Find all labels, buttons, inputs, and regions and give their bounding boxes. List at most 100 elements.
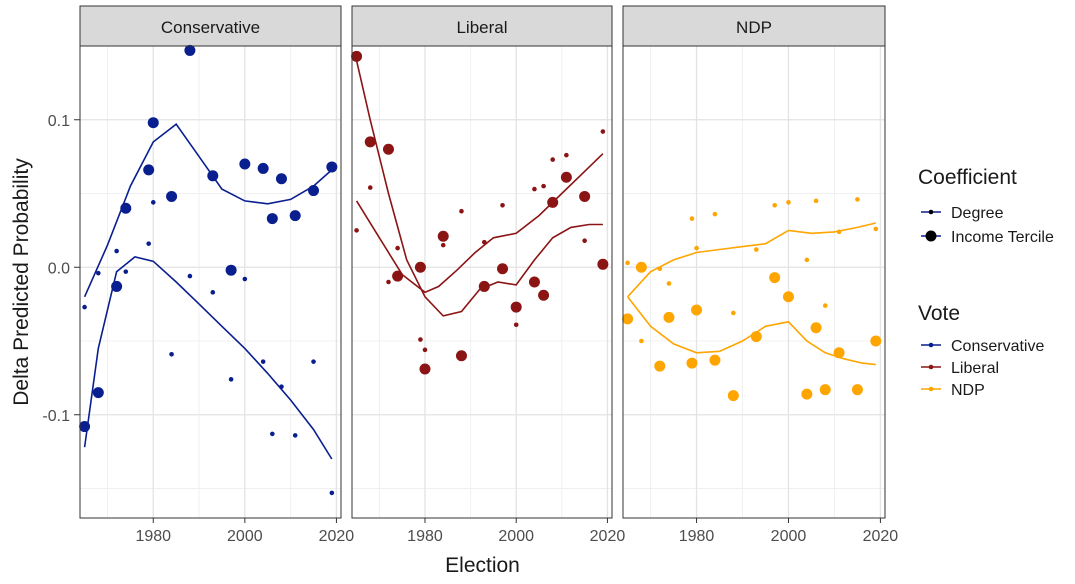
- income-point: [111, 280, 123, 292]
- x-tick-label: 2020: [590, 528, 626, 545]
- facet-strip: [622, 5, 886, 47]
- income-point: [79, 421, 91, 433]
- degree-point: [123, 269, 129, 274]
- income-point: [275, 173, 287, 185]
- legend-title: Vote: [918, 302, 960, 325]
- degree-point: [210, 290, 216, 295]
- income-point: [870, 335, 882, 347]
- degree-point: [855, 197, 860, 202]
- income-point: [266, 213, 278, 225]
- income-point: [833, 347, 845, 359]
- legend-key-point: [925, 230, 937, 242]
- income-point: [184, 44, 196, 56]
- degree-point: [694, 245, 699, 251]
- income-point: [419, 363, 431, 375]
- degree-point: [367, 185, 373, 190]
- degree-point: [639, 338, 644, 344]
- panel-border: [79, 45, 342, 519]
- degree-point: [270, 431, 275, 437]
- y-tick-label: 0.0: [48, 260, 70, 277]
- y-tick-label: 0.1: [48, 113, 70, 130]
- legend-item: Liberal: [951, 360, 999, 377]
- degree-point: [625, 260, 630, 266]
- degree-point: [712, 211, 718, 217]
- income-point: [686, 357, 698, 369]
- degree-point: [786, 200, 791, 205]
- x-tick-label: 1980: [407, 528, 443, 545]
- income-point: [782, 291, 794, 303]
- degree-point: [873, 226, 879, 232]
- income-point: [120, 202, 132, 214]
- smooth-line: [626, 296, 876, 366]
- degree-point: [82, 304, 87, 310]
- degree-point: [513, 322, 519, 328]
- legend-key-point: [928, 386, 934, 392]
- facet-strip: [79, 5, 342, 47]
- degree-point: [804, 257, 810, 263]
- degree-point: [329, 490, 335, 496]
- degree-point: [169, 351, 174, 357]
- degree-point: [260, 359, 266, 364]
- income-point: [478, 280, 490, 292]
- legend-key-point: [928, 364, 934, 370]
- x-tick-label: 2000: [771, 528, 807, 545]
- x-axis-label: Election: [445, 554, 520, 577]
- legend-item: NDP: [951, 382, 985, 399]
- income-point: [622, 313, 634, 325]
- degree-point: [418, 337, 423, 342]
- income-point: [257, 162, 269, 174]
- x-tick-label: 2020: [863, 528, 899, 545]
- y-axis-label: Delta Predicted Probability: [10, 158, 33, 406]
- income-point: [709, 354, 721, 366]
- x-tick-label: 2000: [227, 528, 263, 545]
- degree-point: [228, 377, 234, 382]
- income-point: [147, 117, 159, 129]
- legend-key-point: [928, 342, 934, 348]
- income-point: [308, 185, 320, 197]
- income-point: [437, 230, 449, 242]
- degree-point: [96, 270, 101, 276]
- income-point: [810, 322, 822, 334]
- income-point: [326, 161, 338, 173]
- income-point: [207, 170, 219, 182]
- degree-point: [395, 245, 400, 251]
- degree-point: [822, 303, 828, 308]
- degree-point: [541, 183, 546, 189]
- income-point: [663, 311, 675, 323]
- income-point: [497, 263, 509, 275]
- income-point: [851, 384, 863, 396]
- degree-point: [187, 273, 193, 279]
- panel-border: [351, 45, 613, 519]
- facet-title: Liberal: [456, 18, 507, 37]
- degree-point: [242, 276, 248, 282]
- degree-point: [772, 203, 777, 208]
- degree-point: [532, 186, 537, 192]
- degree-point: [481, 239, 487, 245]
- degree-point: [279, 384, 284, 390]
- smooth-line: [83, 256, 333, 460]
- panel-border: [622, 45, 886, 519]
- degree-point: [564, 152, 569, 158]
- degree-point: [600, 129, 606, 134]
- degree-point: [311, 359, 316, 364]
- income-point: [727, 390, 739, 402]
- income-point: [510, 301, 522, 313]
- income-point: [538, 289, 550, 301]
- income-point: [239, 158, 251, 170]
- degree-point: [666, 281, 672, 286]
- degree-point: [459, 208, 464, 214]
- degree-point: [150, 200, 156, 205]
- income-point: [92, 387, 104, 399]
- income-point: [351, 50, 363, 62]
- income-point: [392, 270, 404, 282]
- income-point: [225, 264, 237, 276]
- x-tick-label: 2020: [319, 528, 355, 545]
- legend-item: Income Tercile: [951, 229, 1054, 246]
- degree-point: [753, 247, 759, 252]
- degree-point: [550, 157, 556, 162]
- income-point: [654, 360, 666, 372]
- income-point: [166, 190, 178, 202]
- income-point: [414, 261, 426, 273]
